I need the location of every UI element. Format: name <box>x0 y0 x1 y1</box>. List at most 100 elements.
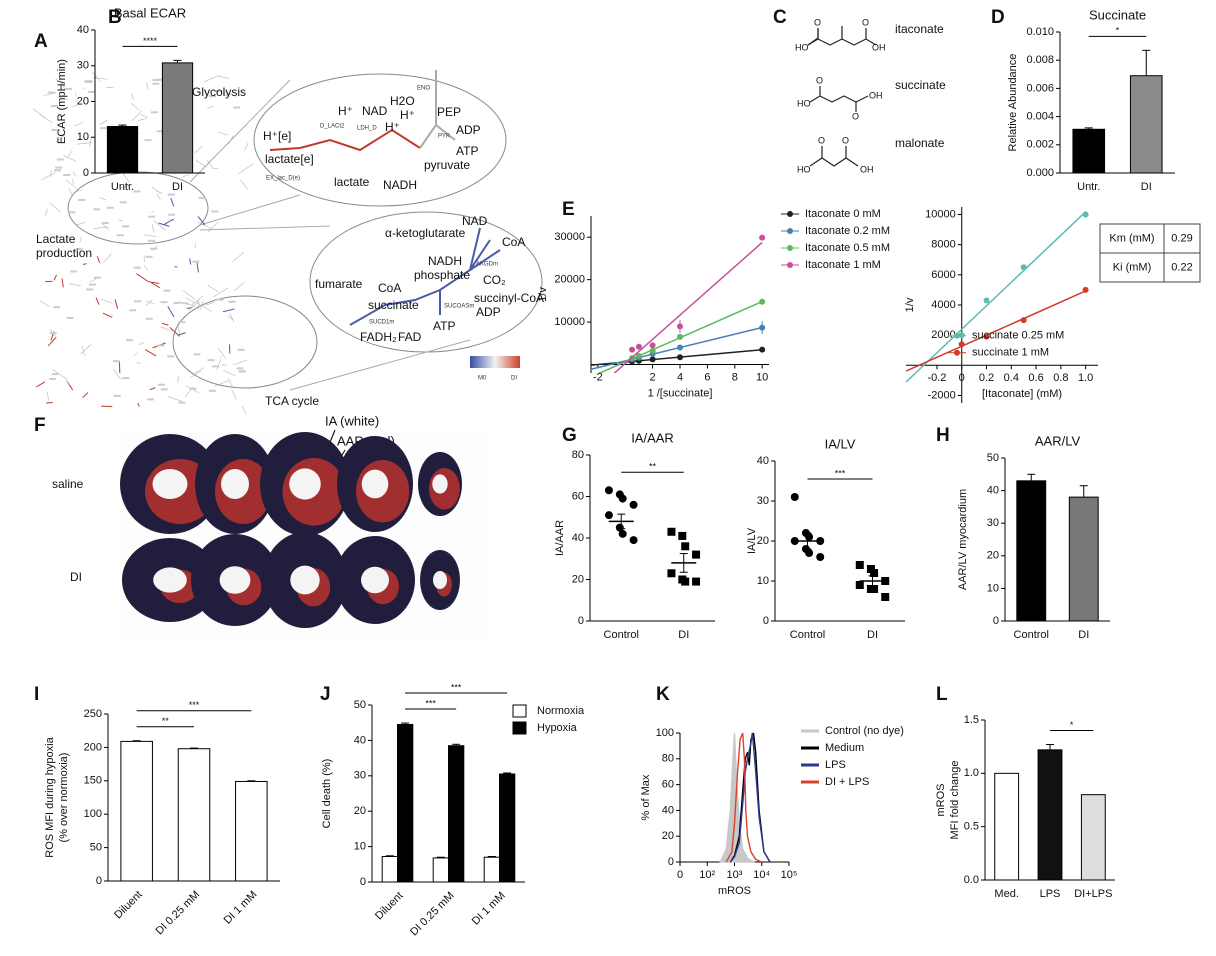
x-tick-label: 0.4 <box>1004 372 1019 384</box>
network-edge <box>122 173 130 183</box>
chart: 0.0 0.5 1.0 1.5 mROS MFI fold change Med. LPS DI… <box>935 714 1115 900</box>
network-node <box>147 239 155 242</box>
atom: HO <box>797 164 811 174</box>
y-tick-label: 10000 <box>925 208 956 220</box>
network-edge <box>197 221 212 230</box>
network-node <box>189 387 197 390</box>
data-point <box>604 511 613 520</box>
x-tick-label: 6 <box>704 371 710 383</box>
network-edge <box>176 323 181 334</box>
network-node <box>51 373 59 376</box>
network-edge <box>41 172 56 181</box>
network-node <box>145 317 153 320</box>
significance-label: **** <box>143 36 158 46</box>
histogram-line <box>729 732 771 863</box>
metabolite: ATP <box>456 144 478 158</box>
network-edge <box>96 256 101 264</box>
network-edge <box>207 221 219 233</box>
network-edge <box>223 91 237 97</box>
network-edge <box>95 297 100 305</box>
x-tick-label: 0.6 <box>1028 372 1043 384</box>
panel-letter: I <box>34 684 39 705</box>
x-tick-label: Control <box>1014 629 1049 641</box>
data-point <box>881 593 890 601</box>
network-edge <box>190 370 202 378</box>
network-node <box>160 388 168 391</box>
x-tick-label: Med. <box>994 888 1018 900</box>
legend-label: Itaconate 1 mM <box>805 259 881 271</box>
network-edge <box>103 253 112 263</box>
table-text: Ki (mM) <box>1113 261 1152 273</box>
network-node <box>88 90 96 93</box>
network-edge <box>89 137 92 148</box>
data-point <box>759 234 766 241</box>
compound-name: itaconate <box>895 22 944 36</box>
network-node <box>113 394 121 397</box>
y-tick-label: 20 <box>662 830 674 842</box>
x-tick-label: DI 1 mM <box>470 890 508 928</box>
network-node <box>212 365 220 368</box>
y-tick-label: 30000 <box>554 231 585 243</box>
network-node <box>51 128 59 131</box>
network-edge <box>139 114 149 118</box>
legend-label: LPS <box>825 759 846 771</box>
y-tick-label: 50 <box>987 452 999 464</box>
network-node <box>49 332 57 335</box>
legend-label: Normoxia <box>537 705 585 717</box>
network-node <box>163 289 171 292</box>
x-axis-label: [Itaconate] (mM) <box>982 388 1062 400</box>
colorbar-label: DI <box>511 376 517 382</box>
data-point <box>958 332 965 339</box>
fit-line <box>906 290 1086 372</box>
y-tick-label: 100 <box>656 727 674 739</box>
panel-letter: K <box>656 684 670 705</box>
network-edge <box>197 216 206 226</box>
network-edge <box>143 255 145 262</box>
lumen <box>361 469 389 499</box>
panel-letter: E <box>562 199 575 220</box>
y-tick-label: 100 <box>84 808 102 820</box>
data-point <box>649 356 656 363</box>
x-tick-label: DI 0.25 mM <box>408 890 457 939</box>
zoom-region <box>67 171 209 245</box>
x-tick-label: 1.0 <box>1078 372 1093 384</box>
chart: 0 10 20 30 40 50 AAR/LV AAR/LV myocardium Contro… <box>957 433 1110 641</box>
metabolite: H⁺[e] <box>263 129 291 143</box>
network-edge <box>100 298 113 304</box>
chart: -2000 2000 4000 6000 8000 10000 -0.2 0 0.2 0.4 0.6… <box>904 207 1201 403</box>
data-point <box>1020 264 1027 271</box>
data-point <box>692 550 701 559</box>
network-node <box>145 255 153 258</box>
metabolite: NAD <box>362 104 388 118</box>
network-node <box>156 78 164 81</box>
network-edge <box>240 179 248 190</box>
data-point <box>615 523 624 532</box>
panel-letter: F <box>34 415 46 436</box>
y-tick-label: 0 <box>83 167 89 179</box>
network-node <box>144 139 152 142</box>
bar <box>1129 75 1163 174</box>
data-point <box>759 324 766 331</box>
lumen <box>433 571 447 589</box>
bar <box>1072 128 1106 174</box>
network-node <box>148 215 156 218</box>
y-tick-label: 200 <box>84 741 102 753</box>
network-edge <box>178 332 186 336</box>
fit-line <box>597 300 763 373</box>
network-edge <box>207 105 214 109</box>
network-edge <box>189 258 192 265</box>
network-edge <box>181 173 190 178</box>
legend-swatch <box>512 721 527 735</box>
network-node <box>167 355 175 358</box>
network-edge <box>228 135 234 144</box>
network-edge <box>46 392 49 401</box>
network-node <box>214 90 222 93</box>
structure-labels: itaconate HO O OH O succinate O HO OH O … <box>795 17 946 174</box>
atom: OH <box>872 42 886 52</box>
reaction <box>469 249 501 271</box>
legend-marker <box>787 245 793 251</box>
network-node <box>47 91 55 94</box>
network-edge <box>74 92 77 96</box>
network-edge <box>185 297 196 303</box>
reaction <box>419 70 437 149</box>
